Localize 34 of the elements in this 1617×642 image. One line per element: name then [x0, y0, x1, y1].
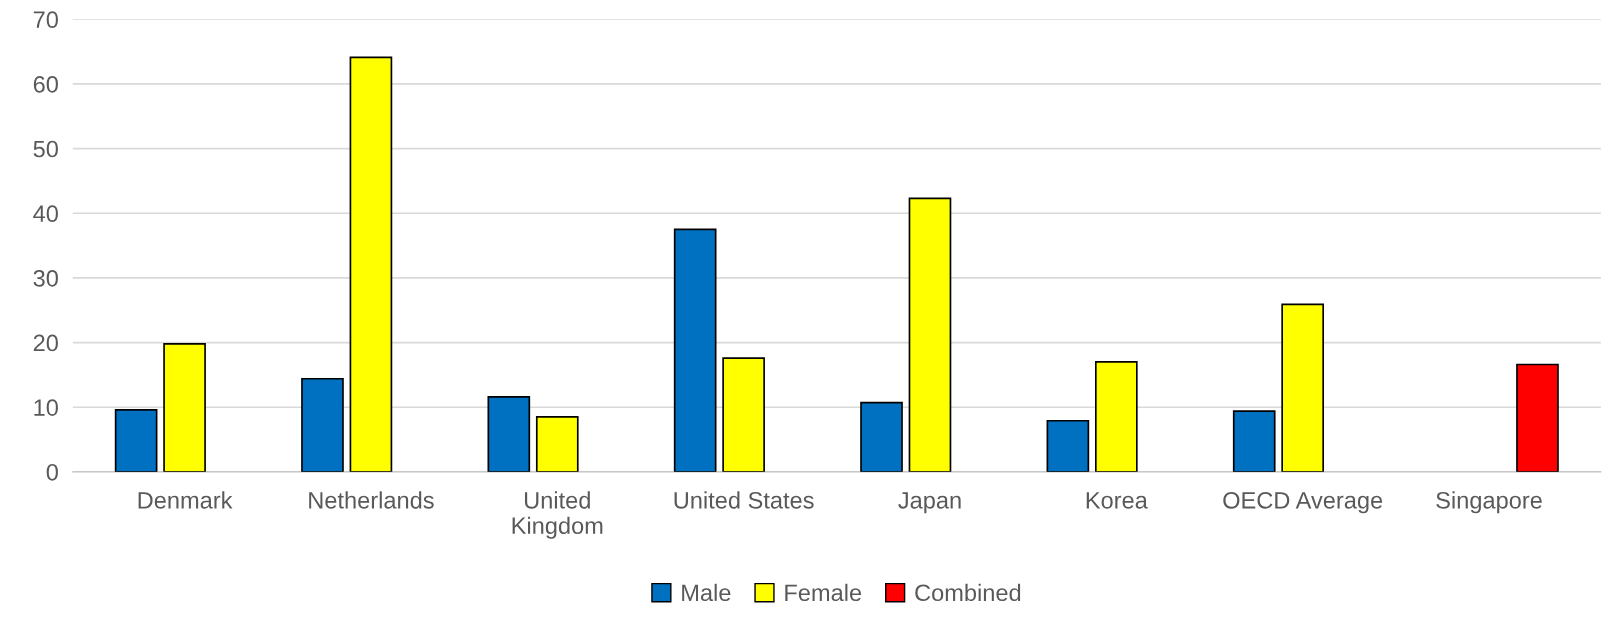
bar	[1094, 361, 1138, 472]
y-tick-label: 50	[33, 140, 58, 158]
x-tick-label: Singapore	[1436, 491, 1542, 514]
bar	[487, 396, 531, 472]
legend-label: Female	[785, 583, 862, 602]
bar	[1046, 419, 1090, 472]
legend-label: Combined	[915, 583, 1021, 602]
bar	[163, 343, 206, 472]
legend-label: Male	[682, 583, 731, 602]
x-tick-label: Korea	[1086, 492, 1148, 509]
bar	[908, 197, 952, 472]
y-tick-label: 10	[34, 399, 58, 416]
bar	[673, 228, 717, 472]
y-tick-label: 40	[33, 205, 58, 223]
bar	[114, 408, 158, 472]
y-tick-label: 20	[33, 334, 58, 352]
x-tick-label: Netherlands	[309, 491, 434, 509]
x-tick-label: Denmark	[138, 491, 233, 509]
bar	[301, 377, 344, 472]
bar	[1232, 410, 1276, 472]
x-tick-label: United States	[674, 491, 814, 509]
bar	[349, 56, 393, 472]
y-tick-label: 60	[33, 75, 58, 93]
bar	[1516, 363, 1559, 472]
bar	[535, 416, 579, 472]
x-tick-label: United Kingdom	[512, 491, 603, 539]
y-tick-label: 0	[46, 463, 58, 481]
y-tick-label: 30	[33, 269, 58, 287]
bar	[860, 401, 903, 472]
bar	[722, 357, 765, 472]
y-tick-label: 70	[33, 11, 58, 29]
x-tick-label: Japan	[898, 492, 961, 514]
bar	[1281, 303, 1325, 472]
x-tick-label: OECD Average	[1223, 491, 1383, 514]
